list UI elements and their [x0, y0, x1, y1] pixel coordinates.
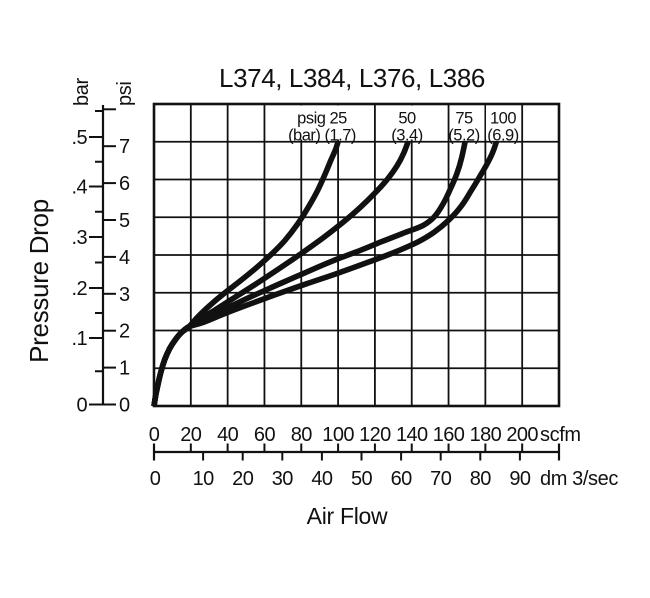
series-label-bar: (6.9) [487, 127, 518, 145]
dm3s-tick-label: 60 [391, 468, 413, 490]
series-label-psig: psig 25 [297, 110, 347, 128]
dm3s-unit-label: dm 3/sec [540, 468, 618, 490]
psi-tick-label: 2 [119, 321, 130, 343]
scfm-tick-label: 160 [433, 424, 465, 446]
series-label-psig: 50 [398, 110, 416, 128]
scfm-tick-label: 40 [217, 424, 239, 446]
psi-tick-label: 7 [119, 136, 130, 158]
y-axis-title: Pressure Drop [24, 199, 54, 363]
scfm-tick-label: 180 [470, 424, 502, 446]
scfm-tick-label: 120 [359, 424, 391, 446]
scfm-tick-label: 80 [291, 424, 313, 446]
series-label-plate [384, 105, 430, 140]
scfm-tick-label: 0 [149, 424, 160, 446]
series-label-psig: 100 [490, 110, 516, 128]
scfm-unit-label: scfm [540, 424, 581, 446]
bar-tick-label: 0 [76, 395, 87, 417]
y-axis: 0 .1 .2 .3 .4 .5 0 1 2 3 4 5 6 7 bar psi Pressure Drop [24, 78, 136, 417]
series-label-bar: (5.2) [448, 127, 479, 145]
psi-tick-label: 6 [119, 173, 130, 195]
bar-tick-label: .3 [72, 227, 88, 249]
series-label-bar: (3.4) [391, 127, 422, 145]
bar-unit-label: bar [71, 78, 93, 106]
psi-tick-label: 4 [119, 247, 130, 269]
bar-tick-label: .2 [72, 278, 88, 300]
flow-curves [151, 140, 500, 407]
scfm-tick-label: 60 [254, 424, 276, 446]
curve-psig-25 [151, 140, 341, 407]
dm3s-tick-label: 0 [150, 468, 161, 490]
bar-tick-label: .5 [72, 127, 88, 149]
grid [152, 102, 561, 408]
x-axis: 0 20 40 60 80 100 120 140 160 180 200 scfm 0 10 20 30 40… [149, 424, 619, 529]
bar-tick-label: .4 [72, 177, 88, 199]
dm3s-tick-label: 10 [193, 468, 215, 490]
series-label-plate [450, 105, 480, 140]
curve-75 [151, 141, 468, 407]
dm3s-tick-label: 90 [509, 468, 531, 490]
curve-50 [151, 140, 411, 407]
curve-100 [151, 140, 500, 407]
title: L374, L384, L376, L386 [219, 63, 485, 93]
psi-tick-label: 5 [119, 210, 130, 232]
dm3s-tick-label: 70 [430, 468, 452, 490]
dm3s-tick-label: 40 [311, 468, 333, 490]
series-labels: psig 25(bar) (1.7) 50(3.4) 75(5.2) 100(6.9) [271, 105, 521, 145]
chart-title: L374, L384, L376, L386 [219, 63, 485, 93]
series-label-plate [271, 105, 373, 140]
scfm-tick-label: 20 [180, 424, 202, 446]
psi-tick-label: 1 [119, 358, 130, 380]
series-label-bar: (bar) (1.7) [288, 127, 356, 145]
series-label-psig: 75 [455, 110, 473, 128]
scfm-tick-label: 140 [396, 424, 428, 446]
bar-tick-label: .1 [72, 328, 88, 350]
plot-border [152, 102, 561, 408]
dm3s-tick-label: 20 [232, 468, 254, 490]
dm3s-tick-label: 80 [470, 468, 492, 490]
scfm-tick-label: 100 [322, 424, 354, 446]
series-label-plate [486, 105, 521, 140]
dm3s-tick-label: 30 [272, 468, 294, 490]
x-axis-title: Air Flow [307, 503, 388, 529]
psi-unit-label: psi [114, 82, 136, 106]
psi-tick-label: 0 [119, 395, 130, 417]
psi-tick-label: 3 [119, 284, 130, 306]
scfm-tick-label: 200 [506, 424, 538, 446]
dm3s-tick-label: 50 [351, 468, 373, 490]
